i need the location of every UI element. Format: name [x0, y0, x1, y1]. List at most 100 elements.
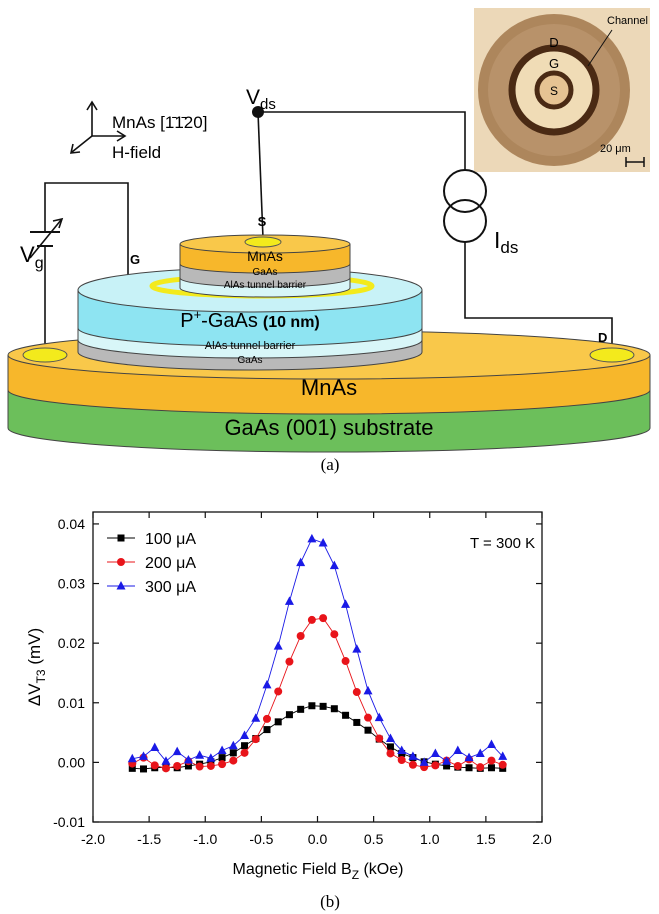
marker	[296, 632, 305, 640]
marker	[330, 630, 339, 639]
marker	[296, 557, 306, 567]
marker	[442, 756, 452, 765]
text: ΔV	[25, 683, 44, 706]
marker	[229, 756, 238, 765]
marker	[127, 753, 137, 763]
marker	[218, 754, 226, 762]
x-tick-label: 1.5	[476, 831, 496, 847]
inset-label: 20 μm	[600, 143, 631, 155]
legend-marker	[117, 534, 125, 542]
marker	[385, 733, 395, 743]
superscript: +	[194, 307, 202, 322]
vg-label: Vg	[20, 242, 44, 272]
subscript: Z	[352, 868, 359, 882]
battery-arrow-head	[52, 217, 64, 229]
marker	[240, 730, 250, 740]
x-tick-label: 0.0	[308, 831, 328, 847]
marker	[397, 745, 407, 754]
layer-label: AlAs tunnel barrier	[205, 340, 296, 352]
marker	[297, 705, 305, 713]
marker	[228, 740, 238, 750]
marker	[318, 538, 328, 547]
inset-label: G	[549, 56, 559, 71]
marker	[207, 758, 215, 766]
marker	[284, 596, 294, 605]
marker	[263, 726, 271, 734]
marker	[195, 750, 205, 759]
marker	[251, 713, 261, 722]
marker	[161, 756, 171, 765]
marker	[341, 599, 351, 608]
marker	[307, 533, 317, 543]
terminal-label: S	[258, 214, 267, 229]
marker	[195, 762, 204, 771]
marker	[217, 745, 227, 754]
axes-icon: MnAs [1̄1̄20] H-field	[69, 100, 207, 162]
wire	[464, 242, 613, 350]
marker	[161, 764, 170, 773]
marker	[498, 751, 508, 760]
inset-label: S	[550, 84, 558, 98]
marker	[319, 702, 327, 710]
node	[252, 106, 264, 118]
x-axis-label: Magnetic Field BZ (kOe)	[233, 861, 404, 882]
layer-label: MnAs	[301, 375, 357, 400]
marker	[308, 702, 316, 710]
subscript: T3	[34, 669, 48, 683]
legend-marker	[117, 558, 125, 566]
marker	[150, 761, 159, 770]
marker	[352, 688, 361, 697]
series-line	[132, 617, 503, 769]
marker	[206, 753, 216, 762]
marker	[408, 760, 417, 769]
marker	[150, 742, 160, 751]
wire	[257, 111, 264, 239]
text: (kOe)	[359, 861, 403, 878]
marker	[487, 764, 495, 772]
arrow	[71, 135, 93, 153]
marker	[397, 756, 406, 764]
y-tick-label: -0.01	[53, 814, 85, 830]
x-tick-label: -1.0	[193, 831, 217, 847]
marker	[353, 718, 361, 726]
direction-label: MnAs [1̄1̄20]	[112, 113, 207, 132]
legend-marker	[116, 581, 126, 590]
x-tick-label: 0.5	[364, 831, 384, 847]
x-tick-label: -0.5	[249, 831, 273, 847]
marker	[128, 764, 136, 772]
marker	[475, 748, 485, 757]
x-tick-label: 1.0	[420, 831, 440, 847]
marker	[319, 614, 328, 623]
layer-label: GaAs	[252, 267, 277, 278]
gate-contact	[22, 347, 68, 363]
y-tick-label: 0.00	[58, 754, 85, 770]
marker	[386, 743, 394, 751]
y-axis-label: ΔVT3 (mV)	[25, 628, 48, 706]
marker	[342, 711, 350, 719]
marker	[274, 687, 283, 696]
marker	[374, 712, 384, 722]
chart: (b) Magnetic Field BZ (kOe) ΔVT3 (mV) T …	[25, 511, 552, 911]
marker	[498, 760, 507, 769]
vds-label: Vds	[246, 86, 276, 113]
current-source	[443, 199, 487, 243]
legend-label: 200 μA	[145, 555, 196, 572]
layer-label: AlAs tunnel barrier	[224, 280, 307, 291]
inset-label: Channel	[607, 15, 648, 27]
caption: (a)	[321, 455, 340, 474]
text: P	[180, 310, 193, 332]
marker	[419, 757, 429, 766]
marker	[307, 615, 316, 624]
arrow-head	[116, 130, 127, 142]
y-tick-label: 0.02	[58, 635, 85, 651]
marker	[352, 644, 362, 653]
inset-label: D	[549, 35, 558, 50]
marker	[274, 718, 282, 726]
marker	[375, 734, 384, 743]
symbol: V	[246, 86, 260, 109]
text: Magnetic Field B	[233, 861, 352, 878]
layer-label: GaAs (001) substrate	[224, 415, 433, 440]
marker	[285, 657, 294, 666]
marker	[487, 756, 496, 765]
marker	[443, 762, 451, 770]
